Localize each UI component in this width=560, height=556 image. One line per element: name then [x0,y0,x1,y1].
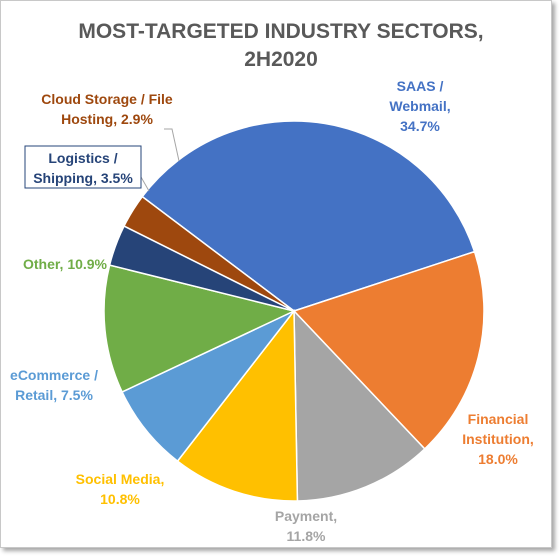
leader-lines [140,128,180,192]
data-label-logistics: Logistics / Shipping, 3.5% [24,145,142,189]
data-label-line: Social Media, [76,471,165,487]
data-label-line: Shipping, 3.5% [33,170,133,186]
pie-slice-payment [293,309,426,502]
pie-slice-social-media [176,308,299,502]
leader-line-cloud-storage [164,128,180,162]
data-label-line: 18.0% [478,451,518,467]
chart-frame: MOST-TARGETED INDUSTRY SECTORS, 2H2020 SA… [0,0,552,548]
data-label-box [24,145,142,189]
chart-title: MOST-TARGETED INDUSTRY SECTORS, 2H2020 [78,20,483,71]
pie-slice-financial [292,250,485,450]
data-label-other: Other, 10.9% [23,256,108,272]
data-label-line: eCommerce / [10,367,98,383]
data-label-line: Hosting, 2.9% [61,111,153,127]
pie-slice-saas [141,120,476,312]
chart-title-line: 2H2020 [244,48,318,71]
pie-slice-cloud-storage [123,195,295,312]
pie-chart: MOST-TARGETED INDUSTRY SECTORS, 2H2020 SA… [10,20,534,544]
data-label-line: Other, 10.9% [23,256,108,272]
pie-slices [103,120,485,502]
data-label-ecommerce: eCommerce / Retail, 7.5% [10,367,98,403]
data-label-line: 10.8% [100,491,140,507]
data-label-line: Retail, 7.5% [15,387,93,403]
pie-slice-other [103,264,297,393]
data-label-line: Webmail, [389,98,450,114]
data-label-financial: Financial Institution, 18.0% [462,411,534,467]
data-label-line: SAAS / [397,78,444,94]
chart-title-line: MOST-TARGETED INDUSTRY SECTORS, [78,20,483,43]
data-label-line: 34.7% [400,118,440,134]
data-label-line: 11.8% [287,528,326,544]
data-label-line: Payment, [275,508,337,524]
data-labels: SAAS / Webmail, 34.7% Financial Institution,… [10,78,534,544]
data-label-social-media: Social Media, 10.8% [76,471,165,507]
data-label-cloud-storage: Cloud Storage / File Hosting, 2.9% [41,91,173,127]
data-label-saas: SAAS / Webmail, 34.7% [389,78,450,134]
data-label-line: Institution, [462,431,534,447]
data-label-line: Cloud Storage / File [41,91,173,107]
leader-line-logistics [140,176,150,192]
data-label-line: Financial [468,411,529,427]
data-label-line: Logistics / [48,150,117,166]
data-label-payment: Payment, 11.8% [275,508,337,544]
